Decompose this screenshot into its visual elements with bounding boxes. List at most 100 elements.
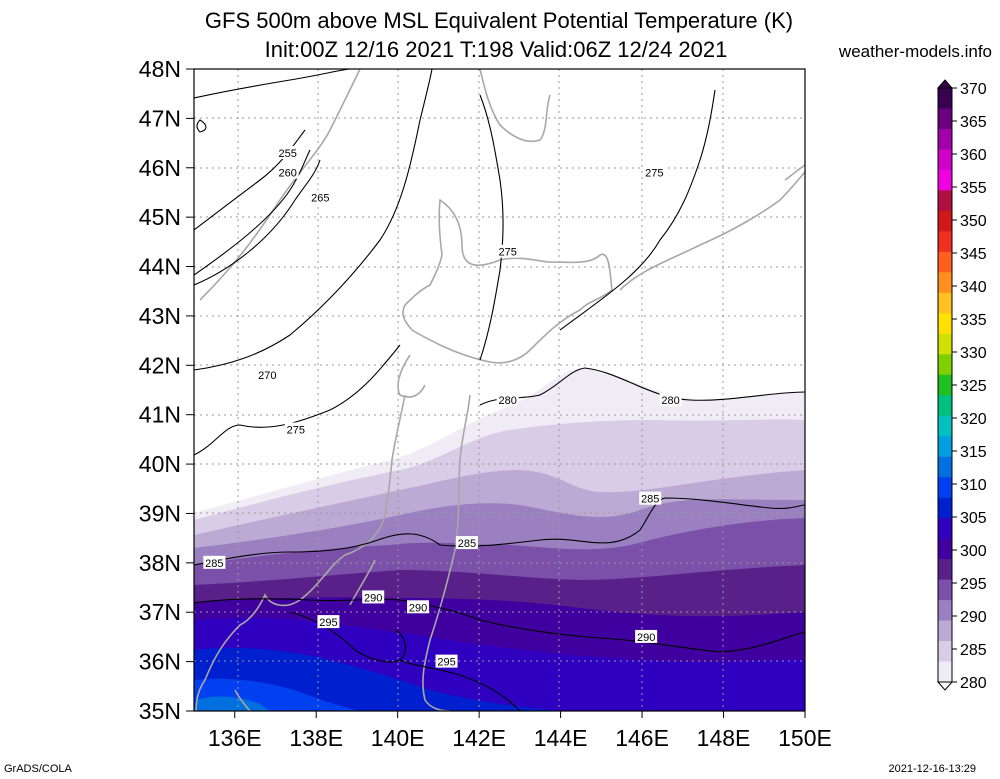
contour-label-box (635, 629, 658, 643)
longitude-tick-label: 142E (452, 725, 506, 751)
colorbar-swatch (938, 579, 952, 601)
colorbar-label: 360 (960, 147, 987, 164)
contour-label: 285 (205, 558, 223, 570)
colorbar-label: 365 (960, 114, 987, 131)
colorbar-swatch (938, 518, 952, 540)
contour-label-box (455, 536, 478, 550)
latitude-tick-label: 46N (139, 155, 181, 181)
colorbar-label: 340 (960, 279, 987, 296)
chart-subtitle: Init:00Z 12/16 2021 T:198 Valid:06Z 12/2… (264, 37, 728, 62)
colorbar-swatch (938, 108, 952, 130)
longitude-tick-label: 148E (697, 725, 751, 751)
colorbar-label: 370 (960, 81, 987, 98)
contour-label-box (496, 244, 519, 258)
contour-label-box (276, 165, 299, 179)
colorbar-swatch (938, 149, 952, 171)
map-frame (193, 68, 806, 712)
latitude-tick-label: 42N (139, 352, 181, 378)
latitude-tick-label: 38N (139, 550, 181, 576)
contour-label-box (435, 654, 458, 668)
colorbar-swatch (938, 538, 952, 560)
latitude-tick-label: 45N (139, 204, 181, 230)
longitude-tick-label: 146E (615, 725, 669, 751)
contour-label: 290 (409, 602, 427, 614)
contour-label: 285 (458, 538, 476, 550)
chart-title: GFS 500m above MSL Equivalent Potential … (204, 8, 794, 33)
colorbar-swatch (938, 88, 952, 109)
colorbar-label: 355 (960, 180, 987, 197)
colorbar-label: 300 (960, 543, 987, 560)
latitude-tick-label: 41N (139, 402, 181, 428)
colorbar-label: 280 (960, 675, 987, 692)
contour-label-box (317, 615, 340, 629)
contour-label: 275 (645, 168, 663, 180)
longitude-tick-label: 140E (371, 725, 425, 751)
contour-label: 270 (258, 370, 276, 382)
colorbar-swatch (938, 251, 952, 273)
colorbar-swatch (938, 620, 952, 642)
colorbar-label: 310 (960, 477, 987, 494)
contour-label-box (284, 422, 307, 436)
contour-label: 275 (287, 425, 305, 437)
colorbar-label: 345 (960, 246, 987, 263)
contour-label: 260 (279, 168, 297, 180)
longitude-tick-label: 138E (289, 725, 343, 751)
footer-software: GrADS/COLA (4, 763, 72, 775)
colorbar-swatch (938, 333, 952, 355)
colorbar-swatch (938, 210, 952, 232)
colorbar-label: 295 (960, 576, 987, 593)
contour-label-box (256, 368, 279, 382)
map-grid (194, 69, 805, 711)
colorbar-label: 285 (960, 642, 987, 659)
contour-label: 290 (637, 632, 655, 644)
latitude-axis: 48N 47N 46N 45N 44N 43N 42N 41N 40N 39N 38N 37N 36N 3… (139, 56, 194, 724)
colorbar-swatch (938, 169, 952, 191)
map-plot-area: 255 260 265 270 275 275 275 280 280 285 285 285 290 2… (194, 69, 805, 711)
contour-labels: 255 260 265 270 275 275 275 280 280 285 285 285 290 2… (203, 145, 682, 669)
colorbar-swatch (938, 313, 952, 335)
colorbar-label: 325 (960, 378, 987, 395)
colorbar-swatch (938, 272, 952, 294)
colorbar-swatch (938, 395, 952, 417)
colorbar-swatch (938, 456, 952, 478)
longitude-axis: 136E 138E 140E 142E 144E 146E 148E 150E (208, 711, 832, 751)
contour-label: 265 (311, 192, 329, 204)
colorbar: 370 365 360 355 350 345 340 335 330 325 320 315 310 3… (936, 79, 987, 692)
latitude-tick-label: 43N (139, 303, 181, 329)
colorbar-swatch (938, 415, 952, 437)
colorbar-label: 305 (960, 510, 987, 527)
contour-label-box (659, 392, 682, 406)
latitude-tick-label: 47N (139, 105, 181, 131)
colorbar-swatch (938, 354, 952, 376)
colorbar-label: 330 (960, 345, 987, 362)
latitude-tick-label: 35N (139, 698, 181, 724)
colorbar-swatch (938, 190, 952, 212)
colorbar-swatch (938, 231, 952, 253)
contour-label: 280 (498, 395, 516, 407)
longitude-tick-label: 144E (534, 725, 588, 751)
contour-label: 295 (437, 657, 455, 669)
contour-label-box (309, 190, 332, 204)
colorbar-swatch (938, 436, 952, 458)
latitude-tick-label: 39N (139, 500, 181, 526)
colorbar-label: 290 (960, 609, 987, 626)
colorbar-label: 335 (960, 312, 987, 329)
coastlines (195, 69, 805, 711)
contour-label-box (639, 491, 662, 505)
contour-label-box (643, 165, 666, 179)
contour-label: 280 (661, 395, 679, 407)
contour-label-box (362, 590, 385, 604)
contour-lines (194, 69, 805, 711)
contour-label: 275 (498, 247, 516, 259)
contour-label: 255 (279, 148, 297, 160)
colorbar-swatch (938, 477, 952, 499)
colorbar-swatch (938, 374, 952, 396)
colorbar-swatch (938, 661, 952, 683)
contour-label-box (496, 392, 519, 406)
site-credit[interactable]: weather-models.info (838, 42, 992, 61)
colorbar-swatch (938, 559, 952, 581)
contour-label-box (276, 145, 299, 159)
latitude-tick-label: 36N (139, 649, 181, 675)
colorbar-label: 320 (960, 411, 987, 428)
